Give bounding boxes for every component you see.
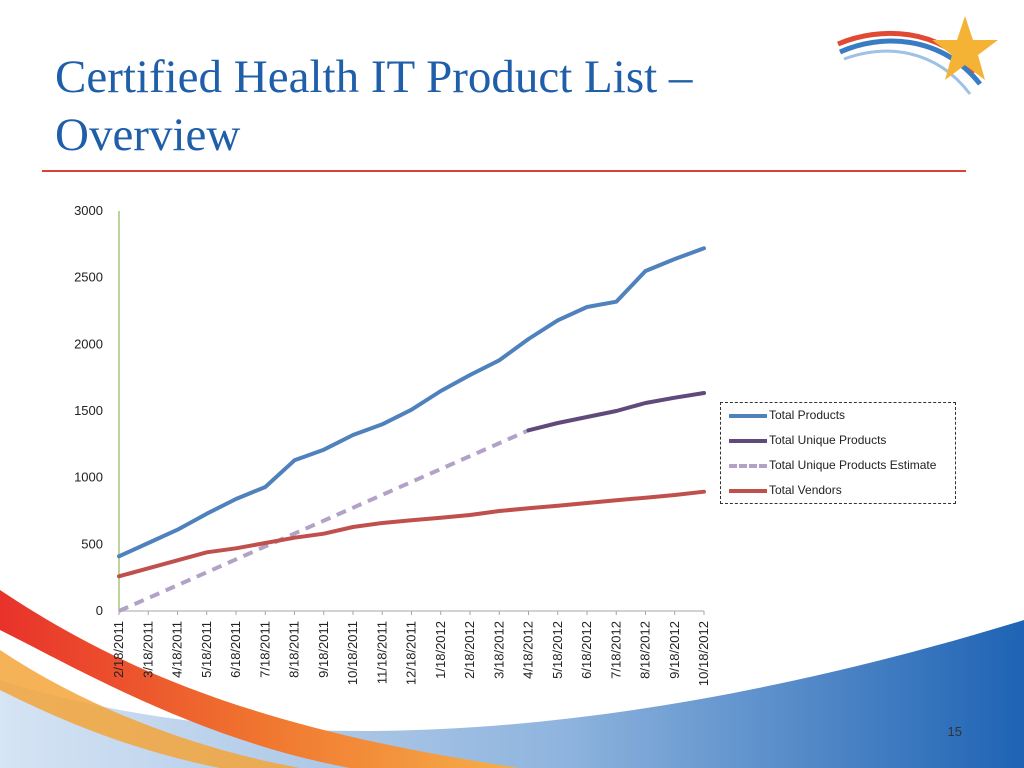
x-tick-label: 6/18/2011 [228,621,243,678]
series-line-total-vendors [117,489,706,579]
x-tick-label: 8/18/2012 [638,621,653,679]
footer-swoosh-decoration [0,590,1024,768]
y-tick-label: 1500 [74,403,103,418]
legend-swatch-total-vendors [729,489,767,493]
x-tick-label: 8/18/2011 [287,621,302,678]
star-icon [932,16,998,80]
x-tick-label: 9/18/2012 [667,621,682,679]
legend-item-total-unique-products: Total Unique Products [725,431,953,451]
y-tick-label: 3000 [74,203,103,218]
legend-label: Total Unique Products [769,433,887,447]
series-line-total-unique-products-estimate [118,428,530,613]
chart-series [117,246,706,613]
series-line-total-products [117,246,706,559]
x-tick-label: 9/18/2011 [316,621,331,678]
chart-legend: Total Products Total Unique Products Tot… [720,402,956,504]
series-line-total-unique-products [526,391,706,433]
x-tick-label: 10/18/2011 [345,621,360,685]
x-tick-label: 4/18/2012 [521,621,536,679]
legend-item-total-products: Total Products [725,406,953,426]
y-tick-label: 2500 [74,270,103,285]
x-tick-label: 10/18/2012 [696,621,711,686]
x-tick-label: 11/18/2011 [374,621,389,684]
legend-swatch-total-unique-products-estimate [729,464,767,468]
x-tick-label: 3/18/2011 [140,621,155,678]
y-axis: 0 500 1000 1500 2000 2500 3000 [74,203,120,618]
star-swoosh-logo [837,16,998,95]
slide-title: Certified Health IT Product List – Overv… [55,51,693,161]
x-tick-label: 5/18/2012 [550,621,565,679]
slide-number: 15 [947,724,962,739]
x-tick-label: 7/18/2011 [257,621,272,678]
legend-label: Total Products [769,408,846,422]
x-tick-label: 12/18/2011 [404,621,419,685]
x-tick-label: 2/18/2012 [462,621,477,679]
x-tick-label: 1/18/2012 [433,621,448,679]
x-tick-label: 5/18/2011 [199,621,214,678]
y-tick-label: 0 [96,603,103,618]
x-axis: 2/18/2011 3/18/2011 4/18/2011 5/18/2011 6/18… [111,610,711,686]
legend-label: Total Unique Products Estimate [769,458,937,472]
legend-label: Total Vendors [769,483,842,497]
legend-swatch-total-products [729,414,767,418]
x-tick-label: 7/18/2012 [608,621,623,679]
legend-swatch-total-unique-products [729,439,767,443]
legend-item-total-unique-products-estimate: Total Unique Products Estimate [725,456,953,476]
y-tick-label: 2000 [74,336,103,351]
title-divider [42,170,966,172]
x-tick-label: 6/18/2012 [579,621,594,679]
legend-item-total-vendors: Total Vendors [725,481,953,501]
x-tick-label: 3/18/2012 [491,621,506,679]
y-tick-label: 1000 [74,470,103,485]
x-tick-label: 4/18/2011 [170,621,185,678]
x-tick-label: 2/18/2011 [111,621,126,678]
y-tick-label: 500 [81,536,103,551]
